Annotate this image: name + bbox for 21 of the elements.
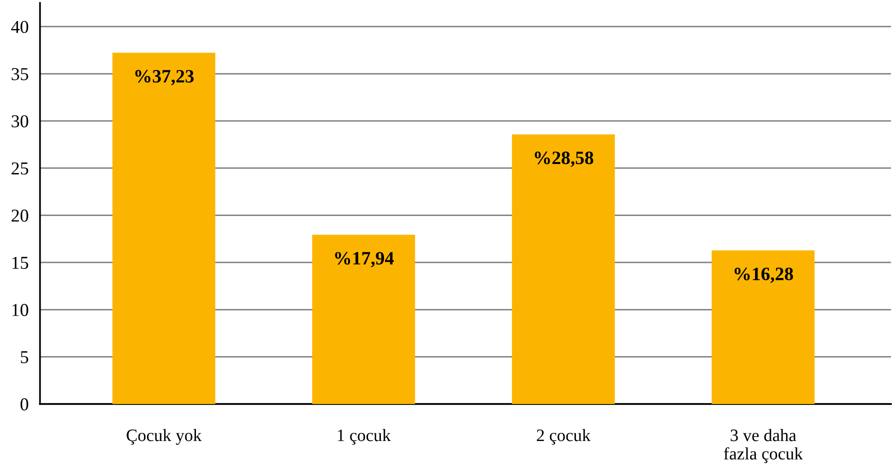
y-tick-label: 40 [11, 20, 28, 34]
y-tick-label: 30 [12, 115, 28, 128]
data-label: %28,58 [534, 152, 594, 167]
bar [312, 234, 416, 404]
data-label: %37,23 [135, 70, 194, 86]
x-tick-label: Çocuk yok [126, 429, 202, 445]
bar [512, 134, 615, 404]
y-tick-label: 20 [12, 210, 28, 222]
bar [112, 52, 216, 404]
x-tick-label: 3 ve daha fazla çocuk [724, 429, 803, 464]
y-tick-label: 35 [12, 68, 28, 80]
data-label: %17,94 [335, 252, 394, 268]
y-tick-label: 5 [20, 351, 28, 364]
y-tick-label: 10 [12, 304, 28, 316]
y-tick-label: 15 [12, 256, 28, 269]
x-tick-label: 1 çocuk [338, 429, 391, 445]
x-tick-label: 2 çocuk [536, 429, 591, 445]
bar [712, 250, 815, 404]
y-tick-label: 0 [20, 398, 28, 410]
y-tick-label: 25 [12, 162, 28, 175]
data-label: %16,28 [734, 268, 793, 283]
